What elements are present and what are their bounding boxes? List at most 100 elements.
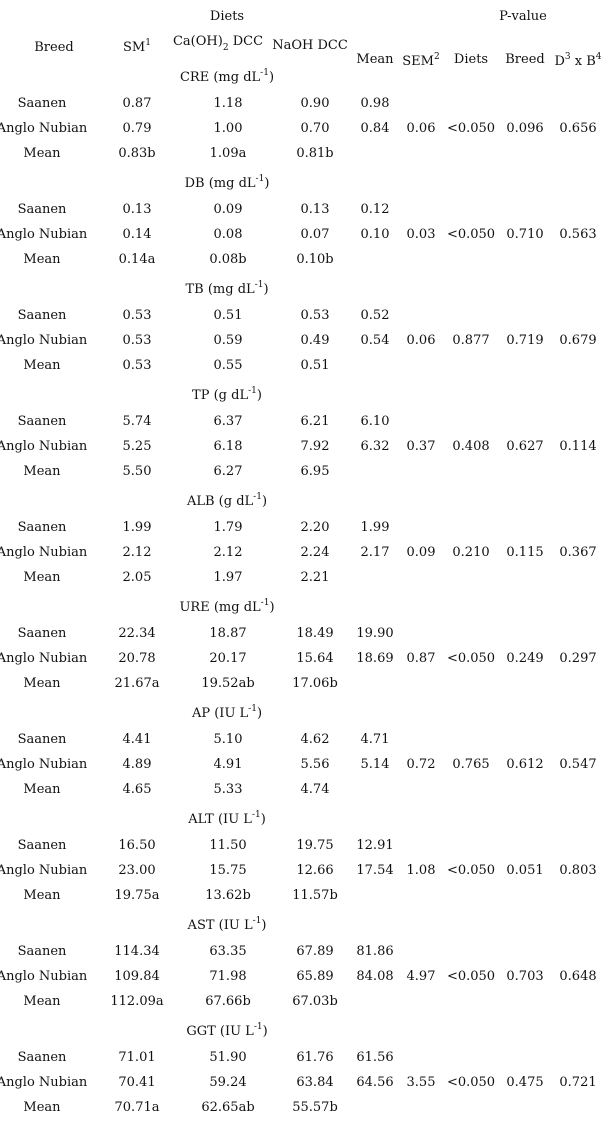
mean-cell: 81.86 (356, 944, 394, 959)
caoh-cell: 6.27 (213, 464, 243, 479)
p-breed-column-header: Breed (505, 52, 545, 67)
caoh-cell: 1.00 (213, 121, 243, 136)
section-title: CRE (mg dL-1) (179, 67, 275, 85)
mean-cell: 0.52 (360, 308, 390, 323)
section-title: URE (mg dL-1) (179, 597, 275, 615)
naoh-cell: 18.49 (296, 626, 334, 641)
sm-cell: 2.05 (122, 570, 152, 585)
sem-cell: 0.06 (406, 333, 436, 348)
section-title: AP (IU L-1) (191, 703, 263, 721)
mean-cell: 0.10 (360, 227, 390, 242)
naoh-cell: 0.70 (300, 121, 330, 136)
p-breed-cell: 0.612 (506, 757, 544, 772)
caoh-cell: 19.52ab (201, 676, 255, 691)
breed-cell: Mean (23, 888, 61, 903)
p-breed-cell: 0.096 (506, 121, 544, 136)
breed-cell: Mean (23, 252, 61, 267)
p-diets-cell: 0.408 (452, 439, 490, 454)
section-title: TP (g dL-1) (192, 385, 262, 403)
mean-cell: 6.10 (360, 414, 390, 429)
breed-cell: Mean (23, 570, 61, 585)
p-diets-cell: <0.050 (446, 227, 496, 242)
sm-cell: 4.89 (122, 757, 152, 772)
p-interaction-column-header: D3 x B4 (554, 51, 602, 69)
naoh-column-header: NaOH DCC (272, 38, 348, 53)
breed-cell: Anglo Nubian (0, 757, 88, 772)
naoh-cell: 55.57b (292, 1100, 338, 1115)
naoh-cell: 5.56 (300, 757, 330, 772)
breed-cell: Anglo Nubian (0, 651, 88, 666)
breed-cell: Mean (23, 1100, 61, 1115)
naoh-cell: 0.49 (300, 333, 330, 348)
mean-cell: 12.91 (356, 838, 394, 853)
breed-cell: Anglo Nubian (0, 863, 88, 878)
sm-cell: 0.79 (122, 121, 152, 136)
section-title: ALT (IU L-1) (188, 809, 266, 827)
section-title: DB (mg dL-1) (184, 173, 270, 191)
sm-cell: 23.00 (118, 863, 156, 878)
naoh-cell: 2.21 (300, 570, 330, 585)
breed-cell: Mean (23, 146, 61, 161)
p-diets-cell: 0.877 (452, 333, 490, 348)
caoh-cell: 5.33 (213, 782, 243, 797)
breed-cell: Saanen (17, 414, 67, 429)
sem-cell: 0.06 (406, 121, 436, 136)
sm-cell: 2.12 (122, 545, 152, 560)
sm-cell: 0.14a (118, 252, 156, 267)
caoh-column-header: Ca(OH)2 DCC (172, 34, 264, 53)
caoh-cell: 20.17 (209, 651, 247, 666)
sem-cell: 0.09 (406, 545, 436, 560)
breed-cell: Anglo Nubian (0, 333, 88, 348)
caoh-cell: 2.12 (213, 545, 243, 560)
p-interaction-cell: 0.648 (559, 969, 597, 984)
section-title: GGT (IU L-1) (186, 1021, 268, 1039)
p-diets-cell: 0.210 (452, 545, 490, 560)
mean-cell: 0.12 (360, 202, 390, 217)
caoh-cell: 51.90 (209, 1050, 247, 1065)
caoh-cell: 0.08 (213, 227, 243, 242)
breed-cell: Mean (23, 676, 61, 691)
caoh-cell: 0.59 (213, 333, 243, 348)
breed-cell: Anglo Nubian (0, 121, 88, 136)
mean-cell: 5.14 (360, 757, 390, 772)
caoh-cell: 6.37 (213, 414, 243, 429)
diets-group-header: Diets (209, 9, 245, 24)
caoh-cell: 13.62b (205, 888, 251, 903)
sm-cell: 20.78 (118, 651, 156, 666)
mean-cell: 17.54 (356, 863, 394, 878)
caoh-cell: 1.18 (213, 96, 243, 111)
p-breed-cell: 0.719 (506, 333, 544, 348)
naoh-cell: 15.64 (296, 651, 334, 666)
breed-cell: Saanen (17, 838, 67, 853)
caoh-cell: 11.50 (209, 838, 247, 853)
naoh-cell: 6.21 (300, 414, 330, 429)
breed-cell: Saanen (17, 732, 67, 747)
caoh-cell: 0.55 (213, 358, 243, 373)
naoh-cell: 6.95 (300, 464, 330, 479)
sm-cell: 16.50 (118, 838, 156, 853)
p-diets-column-header: Diets (453, 52, 489, 67)
naoh-cell: 65.89 (296, 969, 334, 984)
sem-cell: 4.97 (406, 969, 436, 984)
p-diets-cell: 0.765 (452, 757, 490, 772)
p-breed-cell: 0.115 (506, 545, 544, 560)
p-diets-cell: <0.050 (446, 1075, 496, 1090)
mean-cell: 18.69 (356, 651, 394, 666)
naoh-cell: 61.76 (296, 1050, 334, 1065)
breed-cell: Mean (23, 464, 61, 479)
breed-column-header: Breed (34, 40, 74, 55)
section-title: TB (mg dL-1) (185, 279, 269, 297)
breed-cell: Anglo Nubian (0, 545, 88, 560)
p-diets-cell: <0.050 (446, 863, 496, 878)
sm-cell: 5.74 (122, 414, 152, 429)
naoh-cell: 2.24 (300, 545, 330, 560)
sm-cell: 21.67a (114, 676, 160, 691)
mean-cell: 84.08 (356, 969, 394, 984)
sem-cell: 0.72 (406, 757, 436, 772)
sem-cell: 0.03 (406, 227, 436, 242)
breed-cell: Mean (23, 782, 61, 797)
naoh-cell: 7.92 (300, 439, 330, 454)
breed-cell: Anglo Nubian (0, 439, 88, 454)
p-diets-cell: <0.050 (446, 969, 496, 984)
